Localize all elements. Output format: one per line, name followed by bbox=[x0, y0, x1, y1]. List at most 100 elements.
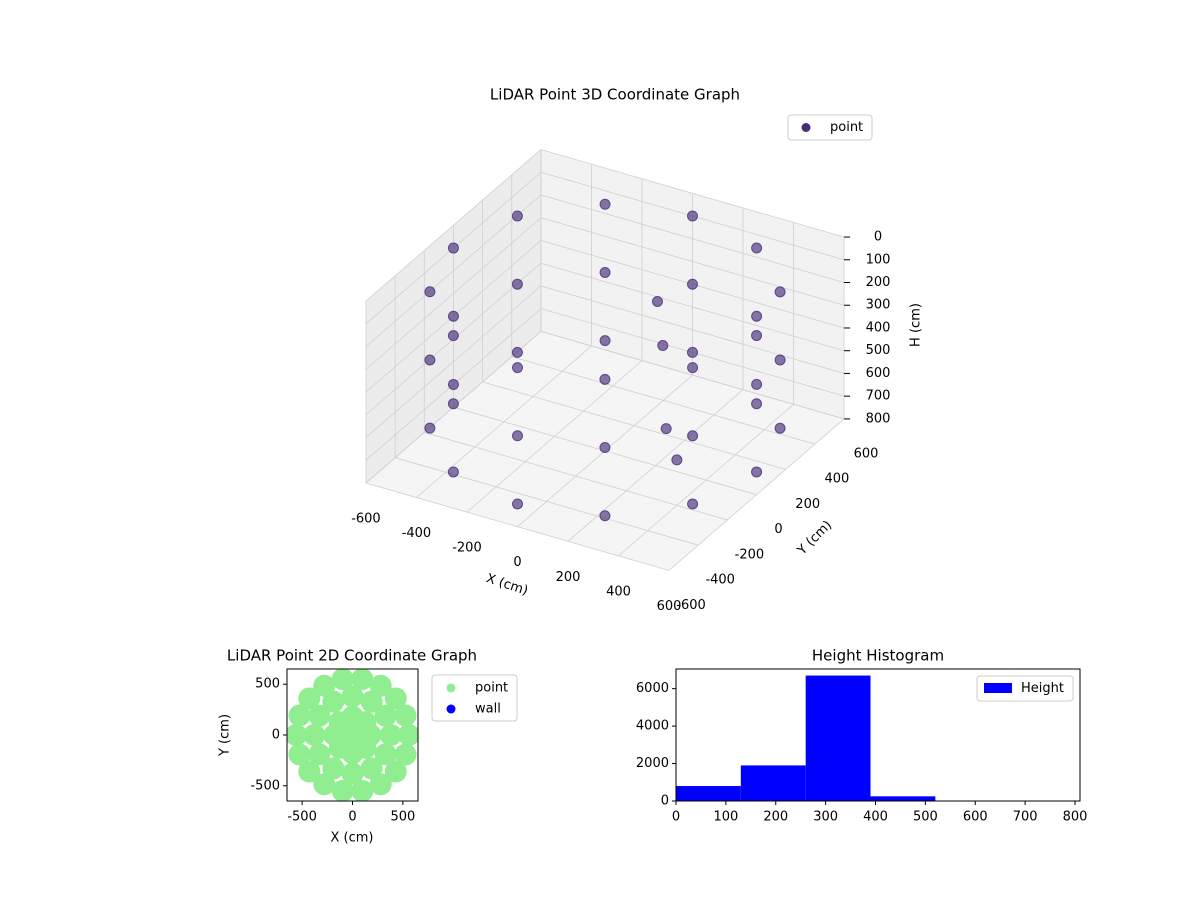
y-axis-label: Y (cm) bbox=[218, 714, 233, 757]
point bbox=[687, 430, 699, 442]
point bbox=[394, 743, 417, 766]
x-tick-label: 800 bbox=[1063, 810, 1088, 825]
point bbox=[599, 266, 611, 278]
x-tick-label: 700 bbox=[1013, 810, 1038, 825]
point bbox=[599, 335, 611, 347]
y-tick-label: 200 bbox=[795, 497, 820, 512]
point bbox=[657, 340, 669, 352]
point bbox=[341, 685, 364, 708]
grid-line bbox=[395, 457, 699, 546]
point bbox=[447, 378, 459, 390]
x-tick-label: 0 bbox=[513, 555, 521, 570]
point bbox=[751, 330, 763, 342]
point bbox=[687, 362, 699, 374]
z-tick-label: 100 bbox=[866, 252, 891, 267]
legend-marker bbox=[446, 704, 456, 714]
grid-line bbox=[511, 356, 815, 445]
chart-title: LiDAR Point 2D Coordinate Graph bbox=[227, 647, 477, 665]
grid-line bbox=[365, 194, 542, 347]
point bbox=[397, 724, 418, 746]
grid-line bbox=[540, 217, 845, 306]
legend-label: Height bbox=[1021, 681, 1064, 696]
grid-line bbox=[365, 482, 670, 571]
grid-line bbox=[540, 194, 845, 283]
point bbox=[751, 466, 763, 478]
point bbox=[511, 210, 523, 222]
point bbox=[447, 310, 459, 322]
point bbox=[447, 466, 459, 478]
point bbox=[313, 773, 336, 796]
legend-label: wall bbox=[475, 702, 501, 717]
x-tick-label: -500 bbox=[287, 810, 317, 825]
point bbox=[751, 398, 763, 410]
point bbox=[774, 286, 786, 298]
point bbox=[512, 430, 523, 442]
point bbox=[374, 743, 397, 766]
legend-box bbox=[787, 114, 873, 141]
bar bbox=[740, 765, 806, 801]
plot-area bbox=[287, 669, 418, 801]
point bbox=[331, 779, 354, 801]
y-tick-label: 6000 bbox=[636, 681, 669, 696]
point bbox=[751, 310, 763, 322]
x-tick-label: 600 bbox=[657, 599, 682, 614]
x-tick-label: 0 bbox=[672, 810, 680, 825]
point bbox=[599, 373, 611, 385]
point bbox=[424, 354, 436, 366]
x-tick-label: 200 bbox=[556, 570, 581, 585]
point bbox=[369, 674, 392, 697]
grid-line bbox=[365, 149, 542, 302]
point bbox=[512, 362, 523, 374]
x-tick-label: -600 bbox=[351, 511, 381, 526]
x-tick-label: 400 bbox=[606, 584, 631, 599]
point bbox=[774, 422, 786, 434]
point bbox=[671, 454, 683, 466]
grid-line bbox=[540, 262, 845, 352]
chart-title: Height Histogram bbox=[812, 647, 944, 665]
point bbox=[287, 724, 308, 746]
y-tick-label: 4000 bbox=[636, 719, 669, 734]
point bbox=[351, 669, 374, 691]
point bbox=[687, 210, 698, 222]
x-tick-label: -400 bbox=[402, 526, 432, 541]
legend-marker bbox=[984, 683, 1012, 693]
legend-marker bbox=[446, 683, 456, 693]
point bbox=[394, 704, 417, 727]
chart-title: LiDAR Point 3D Coordinate Graph bbox=[490, 86, 740, 104]
point bbox=[341, 762, 364, 785]
grid-line bbox=[365, 217, 542, 370]
z-tick-label: 500 bbox=[866, 343, 891, 358]
y-tick-label: 600 bbox=[854, 446, 879, 461]
x-tick-label: 600 bbox=[963, 810, 988, 825]
point bbox=[288, 743, 311, 766]
grid-line bbox=[540, 149, 845, 238]
point bbox=[447, 330, 459, 342]
grid-line bbox=[482, 381, 786, 470]
point bbox=[298, 687, 321, 710]
grid-line bbox=[424, 432, 728, 521]
point bbox=[374, 704, 397, 727]
y-tick-label: -500 bbox=[250, 778, 280, 793]
point bbox=[384, 760, 407, 783]
legend-label: point bbox=[475, 681, 508, 696]
point bbox=[447, 398, 459, 410]
y-tick-label: 500 bbox=[255, 677, 280, 692]
point bbox=[511, 346, 523, 358]
y-tick-label: 2000 bbox=[636, 756, 669, 771]
point bbox=[308, 743, 331, 766]
bar bbox=[805, 675, 871, 801]
y-tick-label: -600 bbox=[676, 598, 706, 613]
x-tick-label: -200 bbox=[452, 541, 482, 556]
point bbox=[687, 346, 698, 358]
bar bbox=[870, 796, 936, 801]
y-tick-label: 400 bbox=[824, 472, 849, 487]
z-tick-label: 400 bbox=[866, 320, 891, 335]
axes-frame bbox=[675, 668, 1081, 802]
x-tick-label: 500 bbox=[390, 810, 415, 825]
grid-line bbox=[540, 331, 845, 420]
point bbox=[751, 242, 763, 254]
point bbox=[354, 736, 377, 759]
point bbox=[511, 278, 523, 290]
